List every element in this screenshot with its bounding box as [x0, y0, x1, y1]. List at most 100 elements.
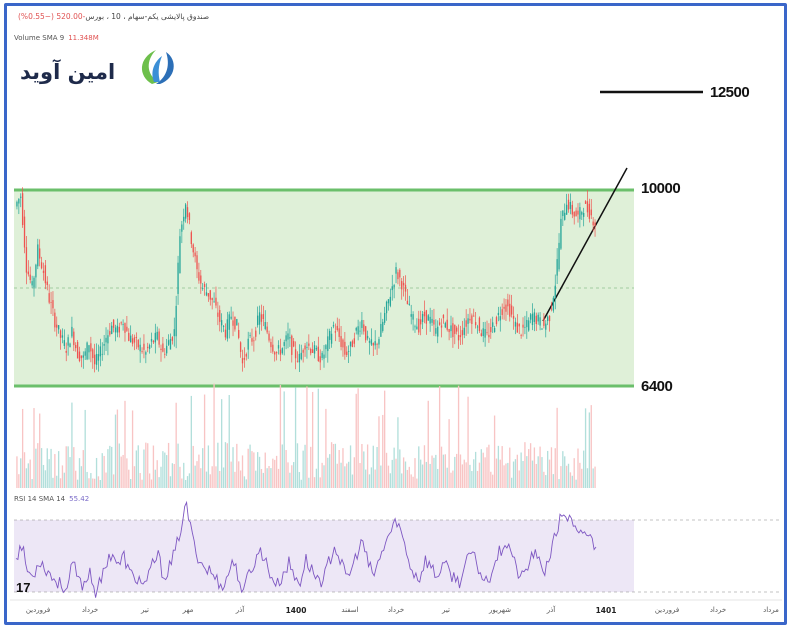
volume-bar — [412, 476, 414, 488]
candle-body — [552, 297, 555, 311]
candle-body — [56, 324, 58, 328]
candle-body — [474, 322, 477, 326]
candle-body — [213, 301, 215, 303]
candle-body — [520, 335, 522, 336]
volume-value: 11.348M — [68, 34, 99, 42]
volume-bar — [281, 444, 283, 488]
volume-bar — [50, 448, 52, 488]
candle-body — [404, 284, 407, 292]
volume-bar — [166, 455, 168, 488]
candle-body — [262, 314, 265, 319]
volume-bar — [112, 474, 115, 488]
candle-body — [124, 323, 126, 333]
volume-bar — [471, 471, 473, 488]
volume-bar — [382, 414, 384, 488]
volume-bar — [205, 471, 208, 488]
volume-bar — [158, 477, 160, 488]
volume-bar — [63, 472, 65, 488]
volume-bar — [133, 466, 136, 488]
volume-bar — [425, 461, 428, 488]
volume-bar — [480, 449, 482, 488]
volume-bar — [179, 466, 181, 488]
candle-body — [319, 356, 321, 363]
volume-bar — [169, 476, 172, 488]
candle-body — [76, 341, 79, 359]
volume-bar — [164, 452, 166, 488]
candle-body — [346, 351, 348, 355]
volume-bar — [383, 390, 386, 488]
candle-body — [166, 345, 168, 354]
candle-body — [503, 306, 505, 309]
candle-body — [467, 318, 469, 324]
volume-bar — [183, 462, 185, 488]
volume-bar — [554, 448, 556, 488]
candle-body — [565, 204, 568, 215]
candle-body — [393, 285, 395, 288]
candle-body — [353, 338, 355, 344]
candle-body — [340, 336, 342, 347]
volume-bar — [105, 472, 107, 488]
volume-bar — [224, 442, 227, 488]
volume-bar — [304, 444, 306, 488]
volume-bar — [444, 454, 446, 488]
volume-bar — [109, 445, 111, 488]
volume-bar — [469, 464, 471, 488]
volume-bar — [18, 474, 20, 488]
volume-bar — [25, 468, 28, 488]
volume-bar — [448, 419, 450, 488]
volume-bar — [39, 413, 41, 488]
candle-body — [376, 343, 378, 345]
volume-bar — [550, 447, 553, 488]
volume-bar — [503, 465, 505, 488]
volume-bar — [505, 463, 507, 488]
candle-body — [255, 330, 257, 337]
candle-body — [330, 333, 333, 344]
volume-bar — [107, 449, 109, 488]
volume-bar — [492, 474, 494, 488]
candle-body — [50, 302, 52, 303]
candle-body — [512, 315, 515, 319]
candle-body — [158, 331, 160, 345]
volume-bar — [533, 447, 536, 488]
volume-bar — [518, 470, 520, 488]
volume-bar — [257, 452, 259, 488]
candle-body — [205, 292, 208, 296]
candle-body — [59, 330, 62, 338]
volume-bar — [340, 462, 342, 488]
volume-bar — [92, 478, 94, 488]
volume-bar — [215, 466, 217, 488]
candle-body — [139, 344, 141, 352]
volume-bar — [490, 471, 492, 488]
candle-body — [444, 322, 446, 328]
symbol-line: صندوق پالایشی یکم-سهام ، 10 ، بورس — [85, 12, 210, 21]
volume-bar — [338, 450, 340, 488]
volume-bar — [274, 459, 276, 488]
volume-bar — [171, 463, 174, 488]
volume-bar — [61, 465, 64, 488]
candle-body — [272, 344, 274, 352]
candle-body — [452, 323, 454, 338]
candle-body — [183, 216, 185, 222]
volume-bar — [44, 470, 47, 488]
candle-body — [300, 352, 302, 360]
candle-body — [365, 326, 367, 341]
candle-body — [209, 290, 211, 300]
volume-bar — [311, 391, 314, 488]
volume-bar — [279, 385, 282, 488]
candle-body — [275, 352, 278, 354]
volume-bar — [418, 446, 420, 488]
candle-body — [528, 320, 530, 331]
candle-body — [179, 236, 181, 274]
candle-body — [463, 327, 465, 335]
volume-bar — [473, 459, 475, 488]
volume-bar — [520, 452, 522, 488]
volume-bar — [253, 452, 255, 488]
volume-bar — [230, 461, 232, 488]
volume-bar — [594, 466, 596, 488]
volume-bar — [590, 405, 592, 488]
candle-body — [414, 326, 416, 328]
candle-body — [137, 339, 139, 348]
volume-bar — [285, 449, 287, 488]
candle-body — [505, 304, 507, 312]
candle-body — [133, 337, 136, 343]
